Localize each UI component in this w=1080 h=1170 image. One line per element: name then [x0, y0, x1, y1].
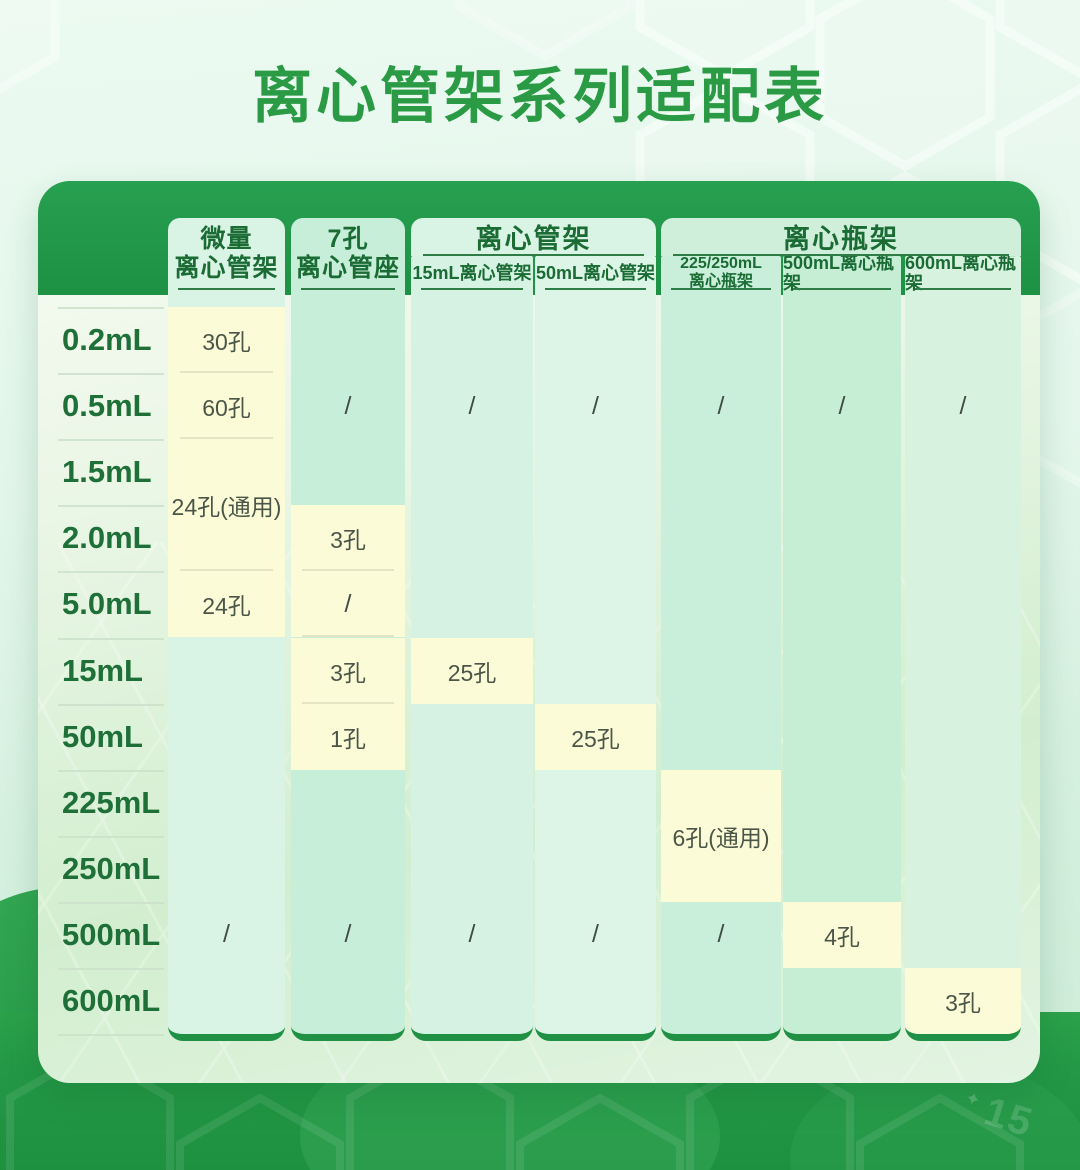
- column-header-underline: [301, 288, 395, 290]
- row-separator-line: [58, 373, 164, 376]
- row-separator-line: [58, 703, 164, 706]
- cell-seven-hole-holder-0.5mL: /: [344, 391, 352, 420]
- cell-micro-tube-rack-1.5mL: 24孔(通用): [168, 439, 285, 572]
- volume-row-label: 15mL: [62, 652, 143, 688]
- row-separator-line: [58, 968, 164, 970]
- column-header-micro-tube-rack: 微量 离心管架: [168, 218, 285, 290]
- column-header-line: 微量: [200, 225, 253, 253]
- column-header-line: 7孔: [327, 225, 369, 253]
- column-subheader-rack-15ml: 15mL离心管架: [411, 256, 533, 290]
- group-title: 离心管架: [475, 223, 592, 254]
- cell-micro-tube-rack-5.0mL: 24孔: [168, 571, 285, 638]
- column-card-bottle-600ml: 600mL离心瓶架 / 3孔: [905, 256, 1021, 1041]
- row-separator-line: [58, 901, 164, 904]
- cell-rack-50ml-50mL: 25孔: [535, 703, 656, 770]
- cell-micro-tube-rack-0.2mL: 30孔: [168, 307, 285, 374]
- column-subheader-bottle-500ml: 500mL离心瓶架: [783, 256, 901, 293]
- column-subheader-underline: [671, 288, 771, 290]
- column-header-underline: [178, 288, 275, 290]
- row-separator-line: [58, 637, 164, 640]
- cell-seven-hole-holder-500mL: /: [344, 920, 352, 949]
- row-separator-line: [58, 307, 164, 309]
- column-card-micro-tube-rack: 微量 离心管架 30孔 60孔 24孔(通用) 24孔 /: [168, 218, 285, 1041]
- group-title: 离心瓶架: [783, 223, 899, 254]
- volume-row-label: 0.5mL: [62, 388, 152, 424]
- cell-bottle-600ml-600mL: 3孔: [905, 968, 1021, 1034]
- cell-rack-50ml-0.5mL: /: [592, 391, 599, 420]
- cell-bottle-600ml-0.5mL: /: [959, 391, 967, 420]
- cell-divider: [302, 701, 394, 704]
- column-subheader-underline: [545, 288, 646, 290]
- cell-divider: [179, 569, 274, 572]
- cell-rack-50ml-500mL: /: [592, 920, 599, 949]
- cell-rack-15ml-500mL: /: [468, 920, 476, 949]
- cell-seven-hole-holder-2.0mL: 3孔: [291, 505, 405, 572]
- group-underline: [423, 254, 644, 256]
- volume-row-label: 50mL: [62, 718, 143, 754]
- row-separator-line: [58, 769, 164, 772]
- row-separator-line: [58, 439, 164, 442]
- cell-bottle-500ml-500mL: 4孔: [783, 901, 901, 968]
- row-separator-line: [58, 1034, 164, 1037]
- cell-seven-hole-holder-50mL: 1孔: [291, 703, 405, 770]
- volume-row-label: 0.2mL: [62, 322, 152, 358]
- column-subheader-line: 离心瓶架: [688, 273, 753, 290]
- volume-row-label: 1.5mL: [62, 454, 152, 490]
- volume-row-label: 225mL: [62, 784, 161, 820]
- row-separator-line: [58, 505, 164, 508]
- column-header-seven-hole-holder: 7孔 离心管座: [291, 218, 405, 290]
- cell-micro-tube-rack-500mL: /: [223, 920, 230, 949]
- cell-bottle-225-250ml-0.5mL: /: [717, 391, 725, 420]
- row-separator-line: [58, 571, 164, 574]
- cell-rack-15ml-0.5mL: /: [468, 391, 476, 420]
- volume-row-label: 2.0mL: [62, 520, 152, 556]
- column-subheader-underline: [421, 288, 523, 290]
- column-subheader-bottle-600ml: 600mL离心瓶架: [905, 256, 1021, 293]
- cell-bottle-500ml-0.5mL: /: [838, 391, 846, 420]
- volume-row-label: 600mL: [62, 983, 161, 1019]
- cell-micro-tube-rack-0.5mL: 60孔: [168, 373, 285, 440]
- page-title: 离心管架系列适配表: [252, 63, 828, 130]
- column-subheader-underline: [915, 288, 1011, 290]
- honeycomb-pattern-bottom: [6, 1047, 1024, 1170]
- column-subheader-underline: [793, 288, 891, 290]
- compatibility-table-panel: 0.2mL 0.5mL 1.5mL 2.0mL 5.0mL 15mL 50mL 225mL 25…: [38, 181, 1040, 1083]
- cell-divider: [302, 569, 394, 572]
- cell-bottle-225-250ml-500mL: /: [717, 920, 725, 949]
- volume-row-label: 250mL: [62, 850, 161, 886]
- column-subheader-line: 50mL离心管架: [535, 262, 656, 283]
- cell-divider: [179, 437, 274, 440]
- cell-divider: [179, 371, 274, 374]
- cell-rack-15ml-15mL: 25孔: [411, 637, 533, 704]
- column-card-bottle-500ml: 500mL离心瓶架 / 4孔: [783, 256, 901, 1041]
- column-card-rack-50ml: 50mL离心管架 / 25孔 /: [535, 256, 656, 1041]
- volume-row-label: 5.0mL: [62, 586, 152, 622]
- column-header-line: 离心管座: [295, 254, 400, 282]
- column-header-line: 离心管架: [174, 254, 279, 282]
- group-underline: [673, 254, 1009, 256]
- column-card-seven-hole-holder: 7孔 离心管座/3孔/3孔 1孔 /: [291, 218, 405, 1041]
- cell-seven-hole-holder-5.0mL: /: [291, 571, 405, 638]
- column-subheader-rack-50ml: 50mL离心管架: [535, 256, 656, 290]
- group-header-bottle-racks: 离心瓶架: [661, 218, 1021, 256]
- volume-row-label: 500mL: [62, 916, 161, 952]
- column-subheader-line: 225/250mL: [680, 256, 762, 273]
- column-subheader-bottle-225-250ml: 225/250mL 离心瓶架: [661, 256, 781, 290]
- column-card-bottle-225-250ml: 225/250mL 离心瓶架 / 6孔(通用) /: [661, 256, 781, 1041]
- group-header-tube-racks: 离心管架: [411, 218, 656, 256]
- row-separator-line: [58, 835, 164, 838]
- cell-divider: [302, 635, 394, 638]
- column-subheader-line: 15mL离心管架: [412, 262, 532, 283]
- column-card-rack-15ml: 15mL离心管架 / 25孔 /: [411, 256, 533, 1041]
- cell-seven-hole-holder-15mL: 3孔: [291, 637, 405, 704]
- cell-bottle-225-250ml-225mL: 6孔(通用): [661, 769, 781, 902]
